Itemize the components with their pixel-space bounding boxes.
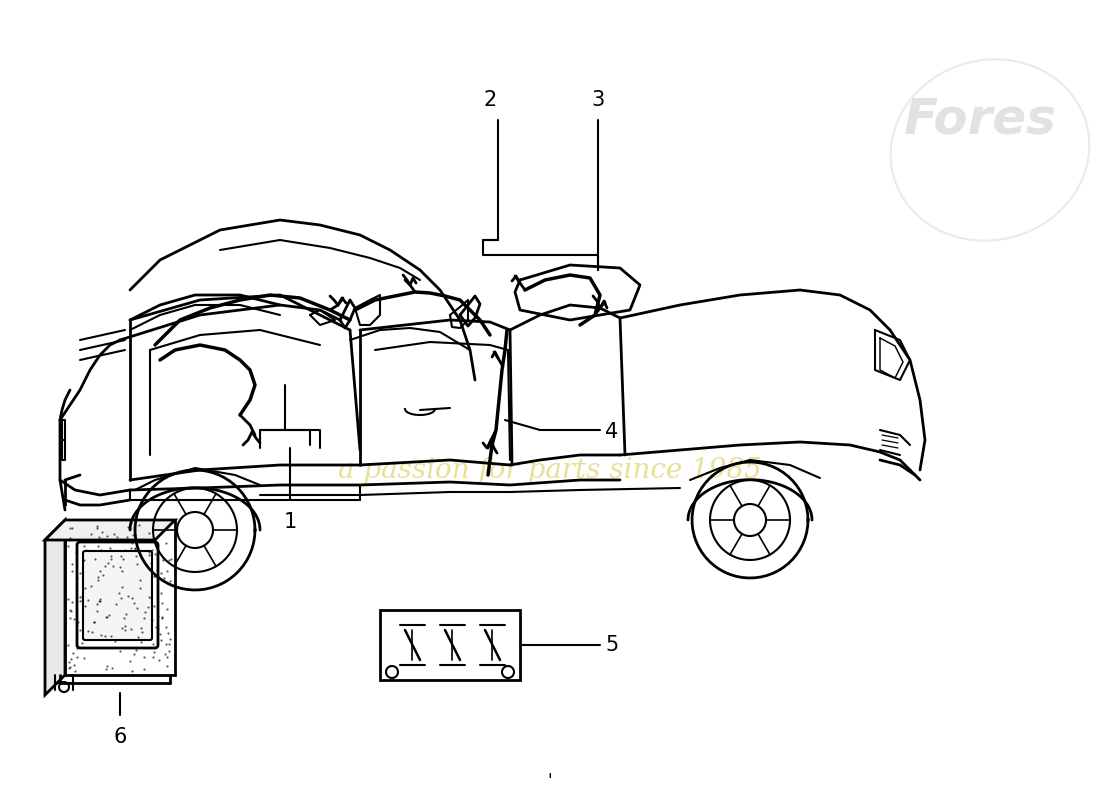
- Text: ': ': [548, 772, 552, 790]
- Text: 3: 3: [592, 90, 605, 110]
- Text: 4: 4: [605, 422, 618, 442]
- Polygon shape: [45, 520, 65, 695]
- Polygon shape: [45, 520, 175, 540]
- Text: 5: 5: [605, 635, 618, 655]
- Bar: [65, 520, 175, 675]
- Text: Fores: Fores: [903, 96, 1056, 144]
- FancyBboxPatch shape: [82, 551, 152, 640]
- Text: a passion for parts since 1985: a passion for parts since 1985: [338, 457, 762, 483]
- Text: 2: 2: [483, 90, 496, 110]
- FancyBboxPatch shape: [77, 542, 158, 648]
- Text: 1: 1: [284, 512, 297, 532]
- Bar: [379, 610, 520, 680]
- Text: 6: 6: [113, 727, 127, 747]
